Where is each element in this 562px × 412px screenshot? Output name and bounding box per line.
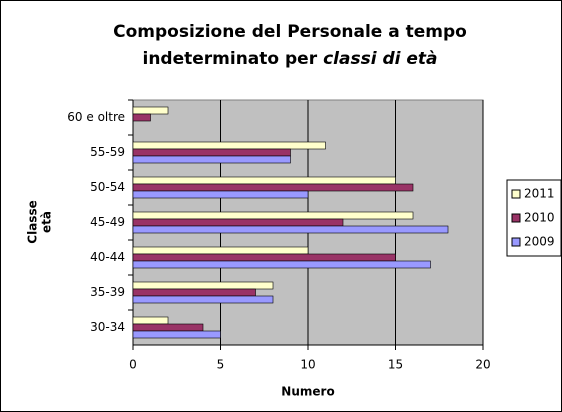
x-axis-label: Numero (281, 385, 334, 399)
bar (132, 316, 169, 325)
y-tick-label: 30-34 (90, 320, 125, 334)
bar (132, 141, 326, 150)
legend-swatch (511, 213, 521, 223)
x-tick-label: 15 (388, 358, 403, 372)
legend-swatch (511, 189, 521, 199)
bar (132, 211, 414, 220)
x-tick-label: 10 (300, 358, 315, 372)
bar (132, 106, 169, 115)
chart-title-emphasis: classi di età (323, 49, 437, 69)
y-tick-label: 55-59 (90, 145, 125, 159)
x-tick-label: 0 (129, 358, 137, 372)
chart-title: Composizione del Personale a tempo (113, 22, 467, 42)
bar (132, 155, 291, 164)
legend-label: 2010 (524, 211, 555, 225)
bar (132, 330, 221, 339)
legend-label: 2009 (524, 235, 555, 249)
y-tick-label: 40-44 (90, 250, 125, 264)
bar (132, 253, 396, 262)
bar (132, 218, 344, 227)
y-axis-label-line: Classe (26, 200, 40, 243)
bar (132, 176, 396, 185)
bar (132, 246, 309, 255)
y-tick-label: 50-54 (90, 180, 125, 194)
y-tick-label: 60 e oltre (67, 110, 125, 124)
y-axis-label-line: età (40, 211, 54, 233)
legend-swatch (511, 237, 521, 247)
bar (132, 148, 291, 157)
x-tick-label: 5 (217, 358, 225, 372)
bar (132, 295, 274, 304)
y-tick-label: 35-39 (90, 285, 125, 299)
y-tick-label: 45-49 (90, 215, 125, 229)
legend-label: 2011 (524, 187, 555, 201)
bar (132, 225, 449, 234)
bar (132, 190, 309, 199)
bar (132, 281, 274, 290)
x-tick-label: 20 (475, 358, 490, 372)
bar (132, 183, 414, 192)
bar (132, 323, 204, 332)
chart-title-part: indeterminato per (143, 49, 318, 69)
y-axis-label: Classe età (26, 200, 54, 243)
chart-title: indeterminato per classi di età (143, 49, 438, 69)
bar (132, 288, 256, 297)
bar (132, 260, 431, 269)
bar (132, 113, 151, 122)
